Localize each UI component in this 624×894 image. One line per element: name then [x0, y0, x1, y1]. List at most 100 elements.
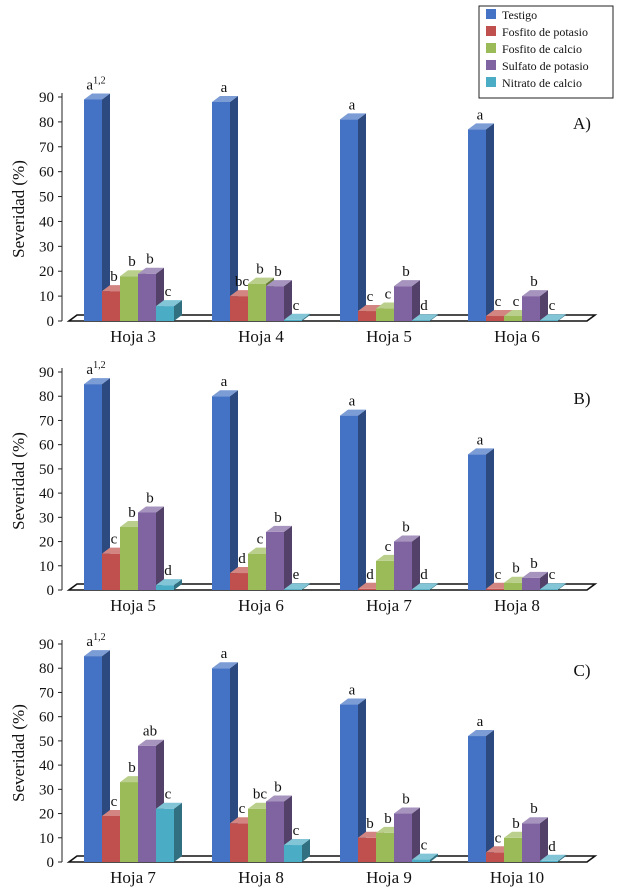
y-tick-label: 20	[39, 807, 54, 823]
bar-front	[412, 859, 430, 862]
y-tick-label: 0	[47, 583, 55, 599]
bar-nitrato-de-calcio-hoja-6	[540, 314, 566, 321]
legend-label-fosfito-de-calcio: Fosfito de calcio	[502, 42, 582, 56]
x-tick-label: Hoja 5	[366, 327, 412, 346]
bar-side	[412, 280, 420, 321]
bar-side	[284, 525, 292, 590]
chart-panel-2: 0 10 20 30 40 50 60 70 80 90 Severidad (%) a1,2 a a a c…	[9, 360, 598, 615]
bar-front	[156, 306, 174, 321]
bar-sulfato-de-potasio-hoja-4	[266, 280, 292, 321]
x-tick-label: Hoja 7	[366, 596, 412, 615]
bar-top	[138, 739, 164, 746]
bar-top	[468, 448, 494, 455]
bar-label: c	[549, 567, 556, 583]
bar-top	[522, 817, 548, 824]
bar-top	[468, 730, 494, 737]
bar-front	[102, 291, 120, 321]
bar-testigo-hoja-5	[340, 113, 366, 322]
x-tick-label: Hoja 8	[238, 868, 284, 887]
x-tick-label: Hoja 4	[238, 327, 284, 346]
bar-label: a	[477, 432, 484, 448]
bar-top	[540, 583, 566, 590]
y-tick-label: 60	[39, 165, 54, 181]
bar-label: c	[495, 294, 502, 310]
y-tick-label: 30	[39, 510, 54, 526]
y-tick-label: 30	[39, 782, 54, 798]
bar-front	[504, 582, 522, 590]
x-tick-label: Hoja 7	[110, 868, 156, 887]
y-tick-label: 90	[39, 90, 54, 106]
bar-front	[248, 808, 266, 862]
y-tick-label: 60	[39, 438, 54, 454]
bar-testigo-hoja-7	[340, 409, 366, 590]
y-tick-label: 0	[47, 314, 55, 330]
bar-front	[504, 837, 522, 862]
bar-front	[340, 415, 358, 590]
bar-sulfato-de-potasio-hoja-5	[394, 280, 420, 321]
bar-front	[266, 286, 284, 321]
bar-front	[230, 573, 248, 590]
bar-testigo-hoja-8	[468, 448, 494, 590]
bar-label: b	[128, 505, 136, 521]
legend-swatch-sulfato-de-potasio	[486, 60, 496, 70]
bar-side	[174, 579, 182, 590]
bar-side	[230, 95, 238, 321]
bar-front	[540, 589, 558, 590]
bar-front	[120, 782, 138, 862]
bar-side	[412, 535, 420, 590]
legend-label-fosfito-de-potasio: Fosfito de potasio	[502, 25, 588, 39]
bar-label: c	[513, 294, 520, 310]
bar-label: b	[530, 801, 538, 817]
y-axis-title: Severidad (%)	[9, 704, 28, 802]
bar-front	[522, 296, 540, 321]
bar-side	[412, 807, 420, 862]
bar-top	[540, 854, 566, 861]
bar-testigo-hoja-10	[468, 730, 494, 862]
bar-side	[358, 698, 366, 862]
bar-top	[156, 300, 182, 307]
bar-label: b	[530, 556, 538, 572]
bar-label: c	[549, 298, 556, 314]
chart-panel-1: 0 10 20 30 40 50 60 70 80 90 Severidad (%) a1,2 a a a b…	[9, 75, 598, 346]
bar-side	[358, 409, 366, 590]
bar-side	[486, 730, 494, 862]
bar-top	[138, 506, 164, 513]
bar-top	[340, 698, 366, 705]
bar-side	[430, 583, 438, 590]
bar-top	[468, 123, 494, 130]
bar-front	[248, 283, 266, 321]
y-tick-label: 70	[39, 413, 54, 429]
bar-top	[412, 314, 438, 321]
bar-label: b	[256, 262, 264, 278]
bar-testigo-hoja-6	[468, 123, 494, 321]
bar-sulfato-de-potasio-hoja-10	[522, 817, 548, 862]
bar-label: a	[221, 374, 228, 390]
bar-front	[266, 531, 284, 590]
bar-front	[504, 316, 522, 321]
bar-front	[156, 585, 174, 590]
bar-front	[412, 320, 430, 321]
bar-front	[102, 553, 120, 590]
bar-label: c	[239, 801, 246, 817]
bar-front	[522, 577, 540, 590]
bar-front	[468, 129, 486, 321]
bar-nitrato-de-calcio-hoja-9	[412, 853, 438, 862]
bar-front	[486, 588, 504, 590]
bar-front	[248, 553, 266, 590]
bar-label: c	[293, 298, 300, 314]
y-tick-label: 40	[39, 214, 54, 230]
bar-nitrato-de-calcio-hoja-5	[412, 314, 438, 321]
bar-front	[138, 745, 156, 862]
bar-top	[394, 807, 420, 814]
bar-side	[486, 123, 494, 321]
bar-label: b	[530, 274, 538, 290]
bar-label: d	[548, 839, 556, 855]
bar-top	[156, 579, 182, 586]
bar-sulfato-de-potasio-hoja-3	[138, 267, 164, 321]
bar-label: a	[349, 394, 356, 410]
bar-front	[212, 101, 230, 321]
bar-top	[394, 280, 420, 287]
y-tick-label: 70	[39, 685, 54, 701]
y-tick-label: 10	[39, 831, 54, 847]
bar-label: d	[164, 563, 172, 579]
